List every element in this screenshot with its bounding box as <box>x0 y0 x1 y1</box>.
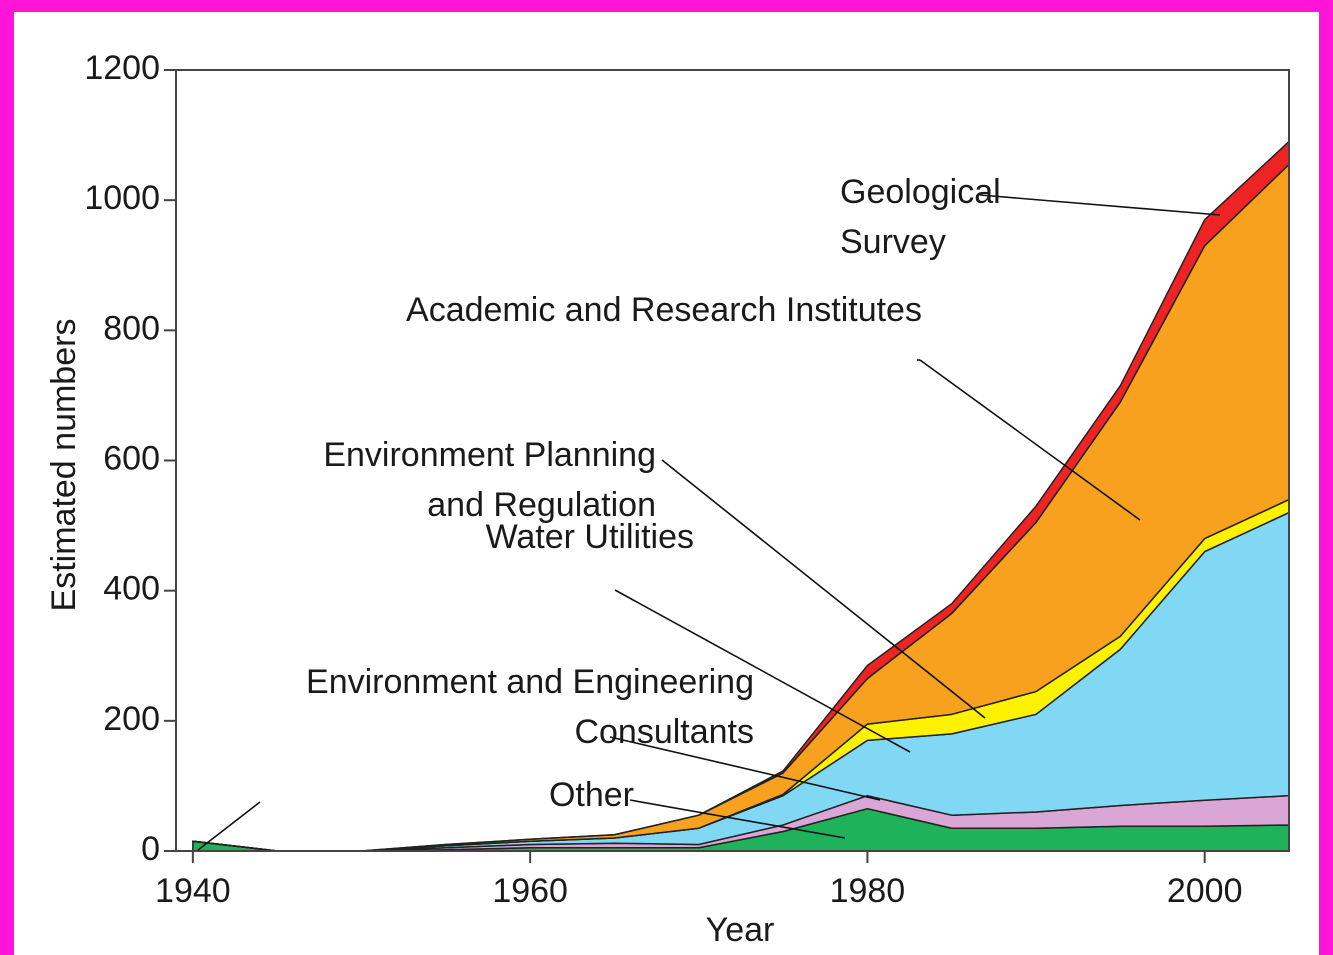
series-label: Environment Planning and Regulation <box>323 436 656 524</box>
leader-line <box>919 359 1141 521</box>
y-tick-label: 0 <box>141 830 160 868</box>
leader-line <box>979 194 1221 216</box>
y-axis-label: Estimated numbers <box>45 319 83 612</box>
series-label: Environment and Engineering Consultants <box>306 663 754 751</box>
y-tick-label: 800 <box>103 309 160 347</box>
leader-line <box>614 589 911 753</box>
y-tick-label: 600 <box>103 439 160 477</box>
series-label: Other <box>548 776 634 814</box>
leader-line <box>629 799 846 839</box>
y-tick-label: 1200 <box>84 49 160 87</box>
x-tick-label: 1940 <box>155 872 231 910</box>
series-label: Water Utilities <box>485 518 694 556</box>
series-label: Geological Survey <box>840 173 1001 261</box>
x-tick-label: 1960 <box>492 872 568 910</box>
y-tick-label: 200 <box>103 700 160 738</box>
leader-line <box>661 459 986 719</box>
chart: Estimated numbers Year 0 200 400 600 800 1000… <box>45 49 1290 949</box>
x-tick-label: 1980 <box>830 872 906 910</box>
y-tick-label: 400 <box>103 570 160 608</box>
x-axis-label: Year <box>706 911 775 949</box>
leader-line <box>609 736 881 801</box>
leader-line <box>197 801 261 851</box>
chart-card: Estimated numbers Year 0 200 400 600 800 1000… <box>14 12 1319 955</box>
x-tick-label: 2000 <box>1167 872 1243 910</box>
y-tick-label: 1000 <box>84 179 160 217</box>
series-label: Academic and Research Institutes <box>406 291 922 329</box>
